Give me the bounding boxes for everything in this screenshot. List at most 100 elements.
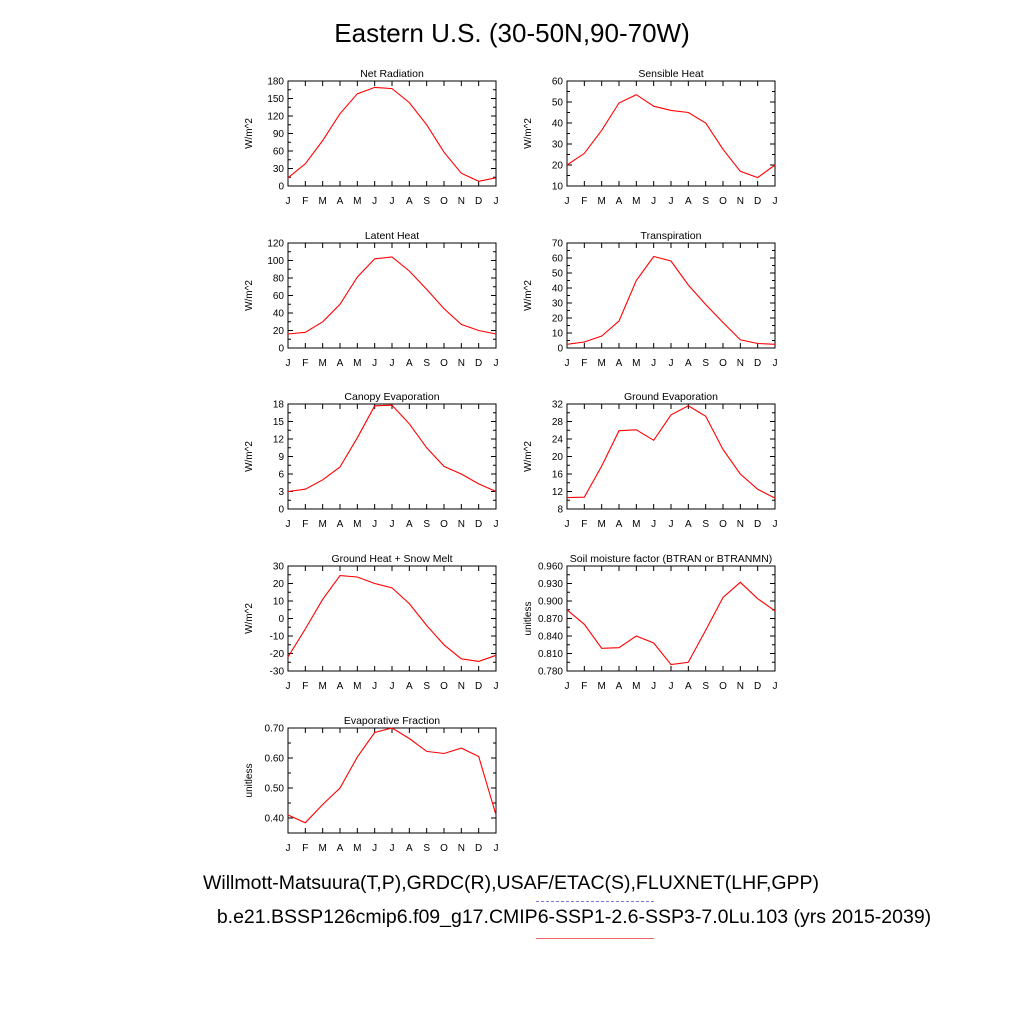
y-tick-label: 8 — [557, 505, 563, 516]
x-tick-label: A — [616, 681, 623, 692]
x-tick-label: A — [406, 681, 413, 692]
x-tick-label: M — [597, 681, 605, 692]
x-tick-label: J — [494, 681, 499, 692]
x-tick-label: N — [458, 843, 465, 854]
y-tick-label: 20 — [273, 326, 285, 337]
x-tick-label: F — [302, 843, 308, 854]
x-tick-label: S — [702, 196, 709, 207]
chart-ground-heat-snow-melt: Ground Heat + Snow Melt -30 -20 -10 0 10 20 30 J… — [244, 553, 499, 692]
x-tick-label: J — [651, 519, 656, 530]
x-tick-label: D — [475, 681, 482, 692]
x-tick-label: A — [685, 681, 692, 692]
x-tick-label: D — [475, 196, 482, 207]
y-axis-label: W/m^2 — [523, 118, 534, 149]
x-tick-label: J — [390, 843, 395, 854]
x-tick-label: S — [423, 843, 430, 854]
x-tick-label: J — [651, 196, 656, 207]
x-tick-label: S — [702, 519, 709, 530]
x-tick-label: S — [423, 358, 430, 369]
x-tick-label: D — [475, 843, 482, 854]
y-axis-label: W/m^2 — [244, 118, 255, 149]
x-tick-label: J — [372, 358, 377, 369]
y-tick-label: 0.900 — [538, 597, 563, 608]
x-tick-label: M — [632, 358, 640, 369]
y-tick-label: 60 — [273, 147, 285, 158]
y-tick-label: 30 — [552, 299, 564, 310]
y-tick-label: 100 — [267, 256, 284, 267]
x-tick-label: J — [565, 519, 570, 530]
x-tick-label: S — [423, 519, 430, 530]
x-tick-label: O — [719, 519, 727, 530]
y-tick-label: 20 — [552, 314, 564, 325]
y-axis-label: W/m^2 — [523, 280, 534, 311]
x-tick-label: J — [565, 196, 570, 207]
x-tick-label: A — [406, 196, 413, 207]
series-line — [287, 86, 497, 182]
y-tick-label: -10 — [270, 632, 285, 643]
x-tick-label: J — [390, 681, 395, 692]
x-tick-label: D — [475, 358, 482, 369]
x-tick-label: J — [494, 196, 499, 207]
y-axis-label: W/m^2 — [244, 280, 255, 311]
x-tick-label: M — [318, 358, 326, 369]
chart-title: Transpiration — [641, 230, 702, 242]
y-tick-label: 40 — [273, 309, 285, 320]
x-tick-label: A — [406, 358, 413, 369]
y-tick-label: 0.50 — [265, 784, 285, 795]
x-tick-label: J — [286, 358, 291, 369]
x-tick-label: M — [597, 519, 605, 530]
y-axis-label: W/m^2 — [244, 441, 255, 472]
x-tick-label: A — [337, 681, 344, 692]
x-tick-label: N — [737, 196, 744, 207]
plot-frame — [566, 80, 776, 187]
x-tick-label: D — [754, 519, 761, 530]
x-tick-label: J — [565, 681, 570, 692]
x-tick-label: F — [302, 681, 308, 692]
y-tick-label: 50 — [552, 269, 564, 280]
x-tick-label: S — [702, 681, 709, 692]
chart-title: Net Radiation — [360, 68, 424, 80]
plot-frame — [287, 242, 497, 349]
x-tick-label: J — [372, 843, 377, 854]
x-tick-label: J — [669, 681, 674, 692]
y-tick-label: 120 — [267, 239, 284, 250]
y-tick-label: 0 — [278, 614, 284, 625]
x-tick-label: J — [773, 358, 778, 369]
x-tick-label: M — [597, 196, 605, 207]
y-axis-label: unitless — [523, 602, 534, 636]
case-name-text: b.e21.BSSP126cmip6.f09_g17.CMIP6-SSP1-2.… — [216, 906, 932, 928]
observations-source-text: Willmott-Matsuura(T,P),GRDC(R),USAF/ETAC… — [202, 872, 820, 894]
y-axis-label: unitless — [244, 764, 255, 798]
series-line — [566, 94, 776, 179]
x-tick-label: J — [773, 519, 778, 530]
y-tick-label: 0.780 — [538, 667, 563, 678]
y-tick-label: 9 — [278, 452, 284, 463]
y-tick-label: 32 — [552, 400, 564, 411]
y-tick-label: 20 — [273, 579, 285, 590]
chart-soil-moisture-factor-btran-or-btranmn: Soil moisture factor (BTRAN or BTRANMN) 0… — [523, 553, 778, 692]
x-tick-label: M — [632, 196, 640, 207]
y-tick-label: 30 — [552, 140, 564, 151]
chart-title: Sensible Heat — [638, 68, 703, 80]
x-tick-label: A — [685, 519, 692, 530]
y-tick-label: 0.70 — [265, 724, 285, 735]
chart-title: Canopy Evaporation — [344, 391, 439, 403]
y-tick-label: 50 — [552, 98, 564, 109]
x-tick-label: S — [423, 196, 430, 207]
y-tick-label: 0 — [278, 344, 284, 355]
y-tick-label: 80 — [273, 274, 285, 285]
x-tick-label: O — [719, 681, 727, 692]
x-tick-label: J — [494, 358, 499, 369]
model-legend-line — [536, 938, 654, 939]
x-tick-label: J — [494, 519, 499, 530]
series-line — [566, 581, 776, 666]
x-tick-label: D — [754, 196, 761, 207]
x-tick-label: J — [773, 681, 778, 692]
x-tick-label: J — [773, 196, 778, 207]
x-tick-label: A — [616, 196, 623, 207]
